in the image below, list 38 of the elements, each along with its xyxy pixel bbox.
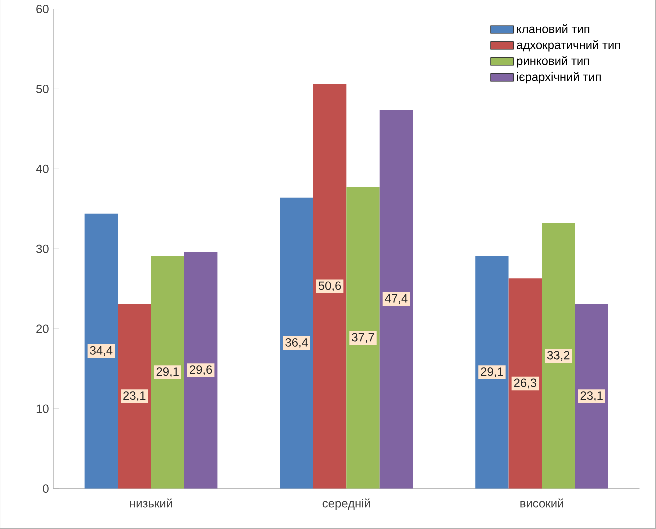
y-tick-label: 60 xyxy=(36,4,49,14)
bar xyxy=(184,252,218,489)
y-tick-label: 20 xyxy=(36,324,49,334)
legend-label: клановий тип xyxy=(517,24,590,34)
data-label: 47,4 xyxy=(385,294,408,304)
bar xyxy=(313,84,347,489)
legend-label: ієрархічний тип xyxy=(517,72,601,84)
data-label: 29,6 xyxy=(190,366,212,376)
data-label: 37,7 xyxy=(352,333,374,344)
bar xyxy=(575,304,608,489)
legend-label: адхократичний тип xyxy=(517,40,620,52)
bar xyxy=(151,256,184,489)
x-tick-label: високий xyxy=(520,498,564,508)
data-label: 29,1 xyxy=(156,368,179,378)
data-label: 26,3 xyxy=(514,378,537,389)
bar xyxy=(542,223,576,489)
x-tick-label: низький xyxy=(130,498,172,508)
data-label: 34,4 xyxy=(90,346,113,356)
y-tick-label: 10 xyxy=(36,404,49,414)
data-label: 33,2 xyxy=(547,351,570,362)
x-tick-label: середній xyxy=(322,498,370,510)
y-tick-label: 0 xyxy=(43,484,49,494)
bar xyxy=(280,198,314,489)
data-label: 23,1 xyxy=(124,392,146,402)
y-tick-label: 40 xyxy=(36,164,49,174)
y-tick-label: 30 xyxy=(36,244,49,254)
bar xyxy=(118,304,152,489)
y-tick-label: 50 xyxy=(36,84,49,94)
data-label: 50,6 xyxy=(318,282,342,292)
data-label: 23,1 xyxy=(580,392,603,402)
bar xyxy=(346,187,380,489)
data-label: 29,1 xyxy=(481,368,504,378)
bar xyxy=(508,278,542,489)
data-label: 36,4 xyxy=(286,338,308,348)
legend-label: ринковий тип xyxy=(517,56,590,68)
bar xyxy=(476,256,509,489)
bar xyxy=(84,214,118,489)
bar xyxy=(380,110,414,489)
